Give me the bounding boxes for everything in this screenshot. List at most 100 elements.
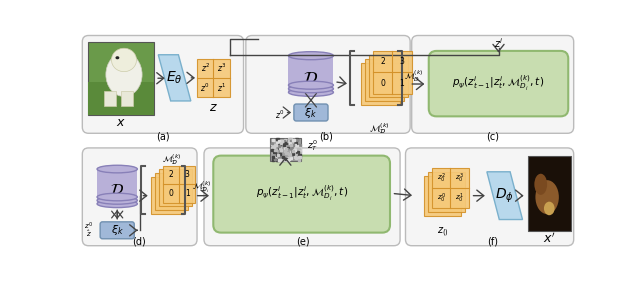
Bar [288,154,290,155]
Bar [295,147,298,149]
Bar [121,91,132,106]
Text: 1: 1 [185,189,189,198]
Bar [298,156,301,158]
Ellipse shape [97,165,138,173]
Bar [275,149,276,151]
Text: $\mathcal{M}_{\mathcal{D}_i}^{(k)}$: $\mathcal{M}_{\mathcal{D}_i}^{(k)}$ [192,179,211,195]
Bar [280,142,282,144]
Bar [292,150,294,152]
Bar [292,139,295,141]
Text: $z^0$: $z^0$ [84,221,93,232]
Ellipse shape [97,197,138,204]
Bar [289,142,291,144]
Bar [298,156,301,158]
Bar [288,158,290,160]
Bar [289,144,292,146]
Bar [295,138,298,140]
Text: $\mathcal{D}$: $\mathcal{D}$ [303,69,319,87]
Bar [296,155,298,156]
Bar [528,156,571,231]
Bar [275,140,278,142]
Bar [296,139,298,141]
Bar [282,159,284,161]
Bar [294,156,296,158]
Text: $z^1$: $z^1$ [217,81,226,94]
Bar [280,140,282,142]
Bar [292,146,294,148]
Bar [365,59,404,101]
FancyBboxPatch shape [412,35,573,133]
Text: 2: 2 [380,57,385,67]
Bar [276,154,278,156]
Bar [299,147,301,149]
Text: $x$: $x$ [116,116,125,129]
Bar [278,143,281,145]
Bar [292,150,295,152]
Text: $z^1_0$: $z^1_0$ [456,191,464,205]
Bar [285,147,288,149]
Bar [288,138,291,140]
Bar [292,140,295,142]
Text: $\mathcal{M}_{D}^{(k)}$: $\mathcal{M}_{D}^{(k)}$ [404,68,423,84]
Bar [289,151,292,153]
Ellipse shape [544,202,555,215]
Bar [273,151,276,153]
Bar [104,91,116,106]
Bar [289,138,292,140]
Bar [291,140,292,142]
Bar [278,153,280,155]
Text: $z^i$: $z^i$ [493,36,503,50]
Bar [298,154,301,156]
Bar [278,153,280,155]
Bar [276,159,279,160]
Bar [279,147,282,149]
Bar [289,140,291,142]
Text: $z^3_0$: $z^3_0$ [456,171,464,185]
Bar [284,147,286,149]
Ellipse shape [289,52,333,60]
Text: $z^0$: $z^0$ [200,81,210,94]
Bar [298,151,301,153]
Bar [294,142,297,144]
Bar [280,149,282,151]
Bar [298,156,301,158]
Bar [293,151,295,153]
Bar [285,152,287,154]
FancyBboxPatch shape [83,35,244,133]
Text: 1: 1 [399,79,404,87]
Text: $x'$: $x'$ [543,231,556,246]
Text: 3: 3 [185,170,190,179]
FancyBboxPatch shape [83,148,197,246]
Text: (b): (b) [319,131,333,142]
Bar [276,138,278,140]
Ellipse shape [115,56,119,59]
Bar [276,142,278,144]
Bar [275,149,277,151]
Bar [294,144,296,146]
Bar [424,176,461,216]
Bar [284,150,286,152]
Polygon shape [487,172,522,220]
Text: $\xi_k$: $\xi_k$ [111,223,124,237]
Text: 0: 0 [380,79,385,87]
Bar [289,154,291,156]
Ellipse shape [289,88,333,96]
Bar [295,145,298,147]
Ellipse shape [289,81,333,89]
Text: $z^2_0$: $z^2_0$ [437,171,445,185]
Bar [291,142,293,143]
Bar [272,151,275,153]
Text: 3: 3 [399,57,404,67]
Bar [271,147,273,149]
Text: $z^{0}$: $z^{0}$ [275,109,285,121]
Polygon shape [158,55,191,101]
Bar [282,160,284,161]
Bar [271,149,273,151]
Bar [283,144,285,145]
Bar [290,157,292,159]
Bar [276,159,278,161]
Bar [274,157,276,159]
Bar [272,144,275,146]
Bar [287,140,289,142]
Text: (a): (a) [156,131,170,142]
